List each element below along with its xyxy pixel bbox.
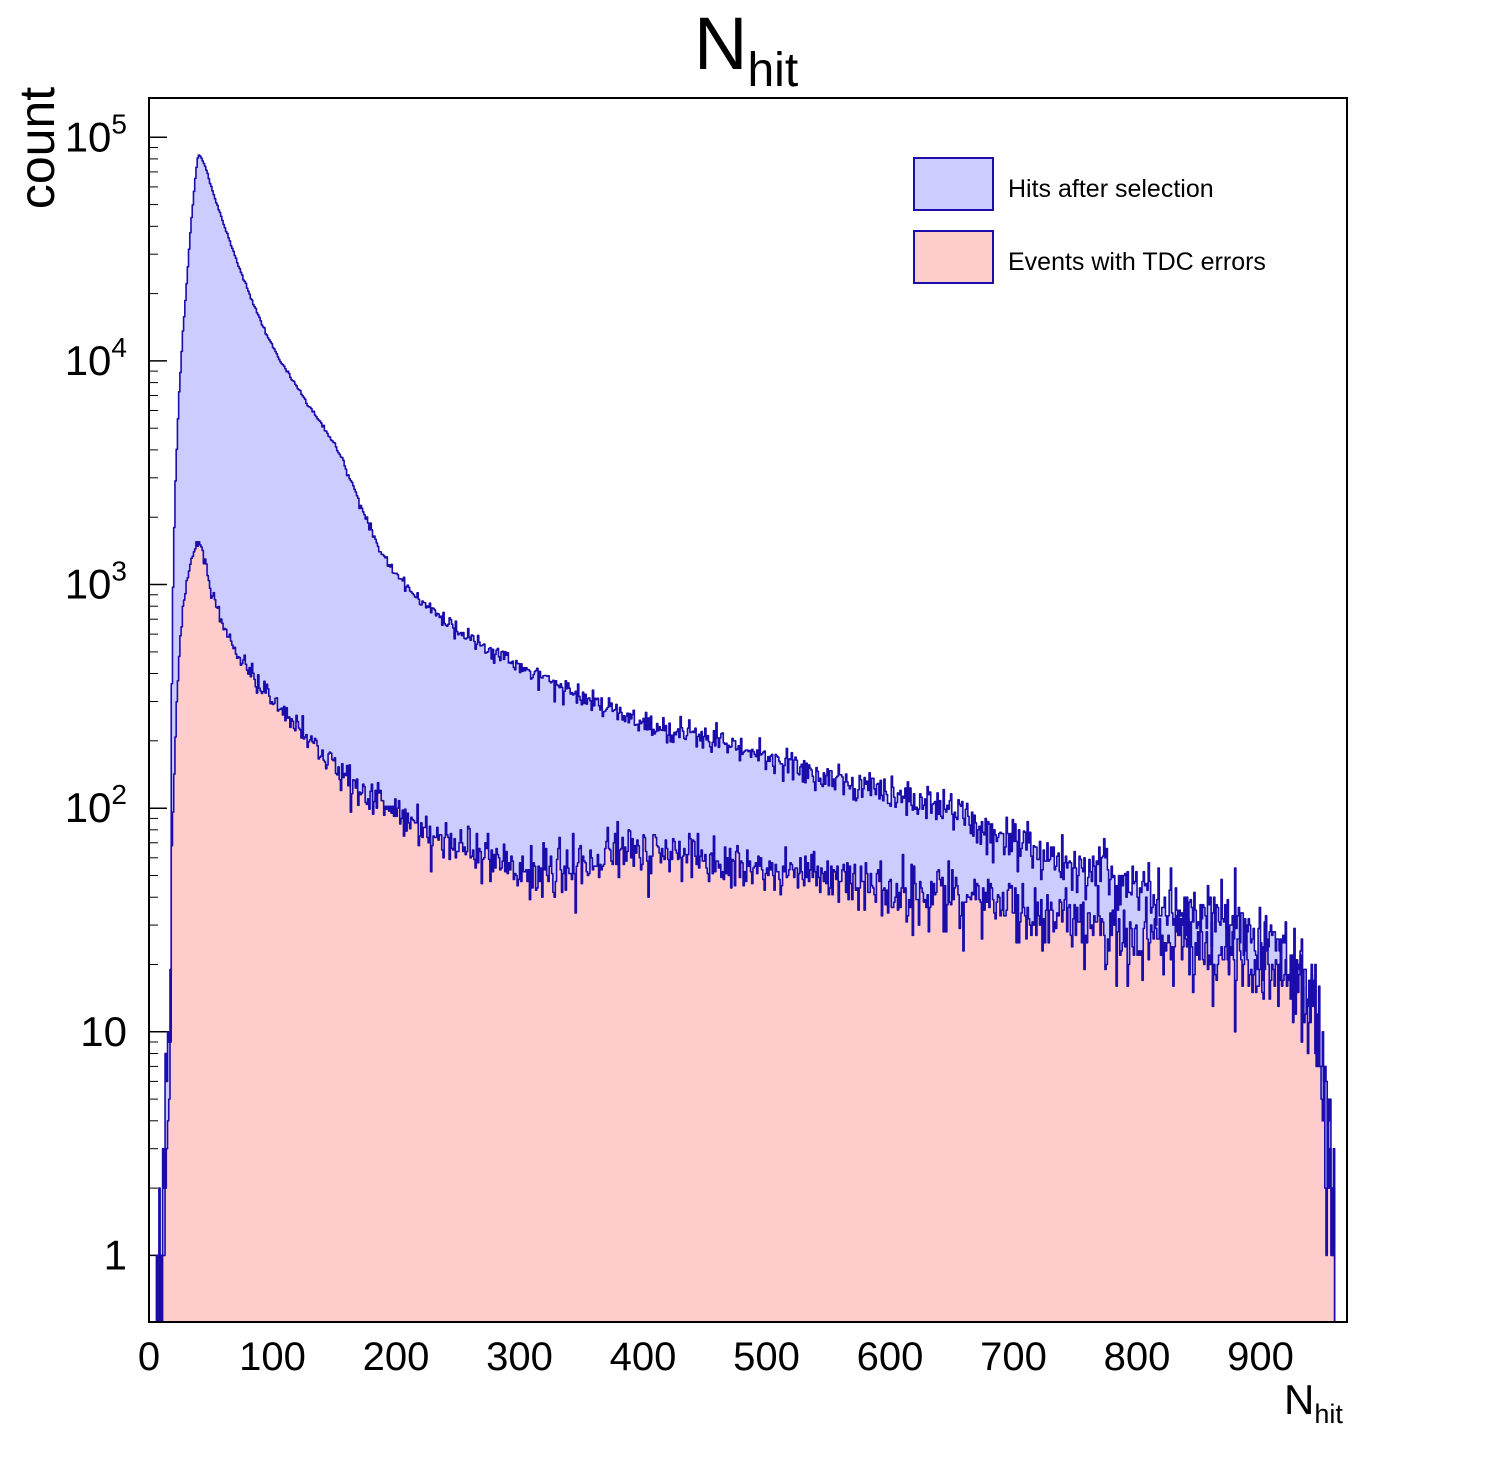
svg-text:500: 500	[733, 1335, 800, 1379]
svg-text:count: count	[9, 87, 65, 209]
svg-text:700: 700	[980, 1335, 1047, 1379]
svg-text:400: 400	[610, 1335, 677, 1379]
svg-text:Hits after selection: Hits after selection	[1008, 175, 1214, 203]
svg-text:1: 1	[104, 1231, 127, 1278]
svg-text:600: 600	[857, 1335, 924, 1379]
svg-text:0: 0	[138, 1335, 160, 1379]
svg-text:100: 100	[239, 1335, 306, 1379]
svg-text:800: 800	[1104, 1335, 1171, 1379]
svg-text:Events with TDC errors: Events with TDC errors	[1008, 248, 1266, 276]
svg-text:10: 10	[80, 1008, 127, 1055]
svg-text:200: 200	[363, 1335, 430, 1379]
svg-text:300: 300	[486, 1335, 553, 1379]
svg-text:900: 900	[1227, 1335, 1294, 1379]
